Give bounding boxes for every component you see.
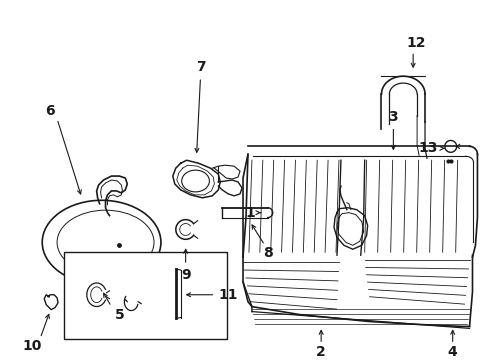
Text: 4: 4	[448, 345, 458, 359]
Text: 2: 2	[316, 345, 326, 359]
Text: 1: 1	[245, 206, 255, 220]
Text: 5: 5	[115, 307, 124, 321]
Text: 13: 13	[418, 141, 438, 156]
Text: 6: 6	[46, 104, 55, 118]
Text: 3: 3	[389, 110, 398, 124]
Bar	[64, 252, 227, 339]
Text: 12: 12	[406, 36, 426, 50]
Text: 8: 8	[263, 246, 272, 260]
Text: 10: 10	[23, 339, 42, 353]
Text: 9: 9	[181, 268, 191, 282]
Text: 7: 7	[196, 60, 205, 74]
Text: 11: 11	[219, 288, 238, 302]
